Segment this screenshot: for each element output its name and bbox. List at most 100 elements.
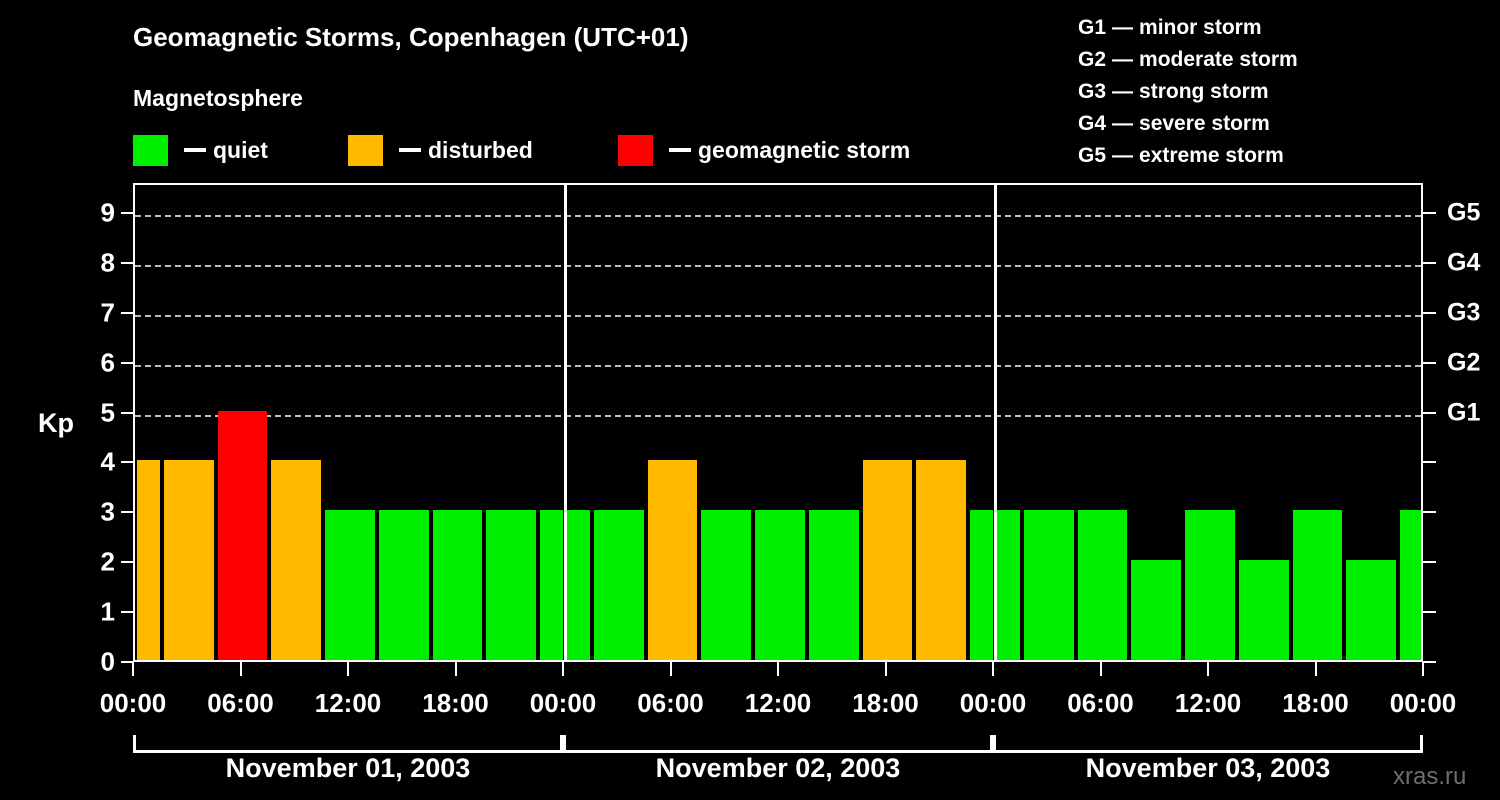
- legend-dash-icon: [669, 148, 691, 152]
- x-tick-label: 18:00: [852, 688, 919, 718]
- legend-dash-icon: [184, 148, 206, 152]
- x-tick-label: 00:00: [959, 688, 1027, 718]
- bar: [1185, 510, 1235, 660]
- x-tick-mark: [132, 662, 134, 676]
- gscale-text: minor storm: [1139, 16, 1262, 39]
- red-square-icon: [618, 134, 653, 166]
- gscale-text: severe storm: [1139, 112, 1270, 135]
- x-tick-label: 00:00: [1389, 688, 1457, 718]
- x-tick-mark: [884, 662, 887, 676]
- bar: [997, 510, 1020, 660]
- legend-label: quiet: [213, 136, 268, 163]
- gscale-row-G4: G4— severe storm: [1078, 108, 1298, 140]
- gridline: [135, 264, 1421, 267]
- y-tick-mark: [121, 461, 133, 464]
- plot-area: [133, 183, 1423, 662]
- g-axis-tick-mark: [1423, 211, 1436, 214]
- bar: [1131, 560, 1182, 660]
- day-bracket: [563, 735, 993, 753]
- x-tick-mark: [1422, 662, 1424, 676]
- gscale-code: G1: [1078, 16, 1107, 39]
- bar: [486, 510, 537, 660]
- legend-label: disturbed: [428, 136, 533, 163]
- x-tick-label: 12:00: [314, 688, 382, 718]
- x-tick-label: 00:00: [529, 688, 597, 718]
- x-tick-mark: [1314, 662, 1317, 676]
- green-square-icon: [133, 134, 168, 166]
- gridline: [135, 364, 1421, 367]
- bar: [163, 460, 214, 660]
- bar: [217, 410, 268, 660]
- g-axis-label: G5: [1447, 198, 1481, 227]
- day-bracket: [993, 735, 1423, 753]
- y-tick-label: 4: [100, 446, 115, 477]
- y-tick-label: 5: [100, 397, 115, 428]
- bar: [808, 510, 859, 660]
- gscale-text: strong storm: [1139, 80, 1269, 103]
- gscale-code: G2: [1078, 48, 1107, 71]
- gscale-row-G3: G3— strong storm: [1078, 76, 1298, 108]
- day-separator: [994, 185, 997, 660]
- watermark: xras.ru: [1393, 763, 1467, 790]
- x-tick-label: 18:00: [1282, 688, 1349, 718]
- x-tick-mark: [777, 662, 779, 676]
- x-tick-mark: [992, 662, 994, 676]
- g-axis-tick-mark: [1423, 461, 1436, 464]
- y-tick-label: 0: [100, 646, 115, 677]
- bar: [1346, 560, 1397, 660]
- g-axis-tick-mark: [1423, 511, 1436, 514]
- y-axis-labels: 0 1 2 3 4 5 6 7 8 9: [75, 183, 115, 676]
- x-tick-label: 06:00: [207, 688, 274, 718]
- gscale-row-G2: G2— moderate storm: [1078, 44, 1298, 76]
- gscale-code: G4: [1078, 112, 1107, 135]
- y-tick-mark: [121, 311, 133, 314]
- gscale-dash-icon: —: [1112, 112, 1134, 135]
- day-label: November 01, 2003: [225, 753, 471, 783]
- bar: [378, 510, 429, 660]
- bar: [432, 510, 483, 660]
- bar: [1292, 510, 1343, 660]
- g-axis-tick-mark: [1423, 611, 1436, 614]
- day-separator: [564, 185, 567, 660]
- gridline: [135, 414, 1421, 417]
- g-axis-label: G3: [1447, 298, 1481, 327]
- bar: [916, 460, 967, 660]
- y-tick-mark: [121, 361, 133, 364]
- x-tick-mark: [1099, 662, 1102, 676]
- g-axis-tick-mark: [1423, 661, 1436, 663]
- x-tick-mark: [1207, 662, 1209, 676]
- x-tick-mark: [669, 662, 672, 676]
- bar: [593, 510, 644, 660]
- gscale-dash-icon: —: [1112, 16, 1134, 39]
- day-bracket: [133, 735, 563, 753]
- day-label: November 02, 2003: [655, 753, 901, 783]
- y-tick-label: 9: [100, 197, 115, 228]
- g-axis-tick-mark: [1423, 311, 1436, 314]
- gscale-legend: G1— minor storm G2— moderate storm G3— strong…: [1078, 12, 1298, 172]
- gridline: [135, 314, 1421, 317]
- bar: [647, 460, 698, 660]
- g-axis-label: G2: [1447, 348, 1481, 377]
- g-axis-tick-mark: [1423, 561, 1436, 564]
- bar: [1238, 560, 1289, 660]
- gridline: [135, 214, 1421, 217]
- bar: [271, 460, 322, 660]
- bar: [1077, 510, 1128, 660]
- g-axis-tick-mark: [1423, 361, 1436, 364]
- page-title: Geomagnetic Storms, Copenhagen (UTC+01): [133, 22, 689, 52]
- bar: [137, 460, 160, 660]
- gscale-dash-icon: —: [1112, 48, 1134, 71]
- x-tick-label: 12:00: [744, 688, 812, 718]
- bar: [970, 510, 993, 660]
- y-tick-label: 2: [100, 546, 115, 577]
- g-axis-label: G1: [1447, 398, 1481, 427]
- bar: [862, 460, 913, 660]
- x-tick-label: 12:00: [1174, 688, 1242, 718]
- x-tick-mark: [239, 662, 242, 676]
- x-tick-label: 06:00: [1067, 688, 1134, 718]
- legend-item-disturbed: disturbed: [348, 134, 533, 166]
- day-label: November 03, 2003: [1085, 753, 1331, 783]
- bar: [1400, 510, 1421, 660]
- x-tick-mark: [454, 662, 457, 676]
- legend-dash-icon: [399, 148, 421, 152]
